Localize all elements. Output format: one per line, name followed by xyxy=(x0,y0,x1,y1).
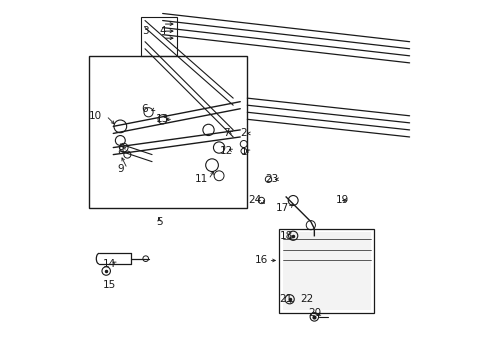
Text: 3: 3 xyxy=(142,26,148,36)
Text: 7: 7 xyxy=(223,129,229,139)
Text: 2: 2 xyxy=(240,129,246,139)
Text: 13: 13 xyxy=(156,114,169,124)
Text: 11: 11 xyxy=(194,174,208,184)
Text: 23: 23 xyxy=(265,174,278,184)
Bar xyxy=(88,56,247,207)
Text: 1: 1 xyxy=(240,148,246,157)
Bar xyxy=(141,17,176,56)
Text: 4: 4 xyxy=(159,26,165,36)
Text: 19: 19 xyxy=(335,195,348,206)
Text: 6: 6 xyxy=(142,104,148,114)
Text: 18: 18 xyxy=(279,231,292,241)
Text: 12: 12 xyxy=(219,146,232,156)
Text: 15: 15 xyxy=(103,280,116,290)
Text: 22: 22 xyxy=(300,294,313,304)
Text: 24: 24 xyxy=(247,195,261,206)
Text: 20: 20 xyxy=(307,309,320,318)
Text: 10: 10 xyxy=(89,111,102,121)
Text: 5: 5 xyxy=(156,217,162,227)
Text: 21: 21 xyxy=(279,294,292,304)
Text: 14: 14 xyxy=(103,259,116,269)
Bar xyxy=(279,229,374,313)
Text: 9: 9 xyxy=(117,164,123,174)
Text: 17: 17 xyxy=(275,203,288,212)
Text: 8: 8 xyxy=(117,146,123,156)
Text: 16: 16 xyxy=(254,256,267,265)
Bar xyxy=(282,232,370,310)
